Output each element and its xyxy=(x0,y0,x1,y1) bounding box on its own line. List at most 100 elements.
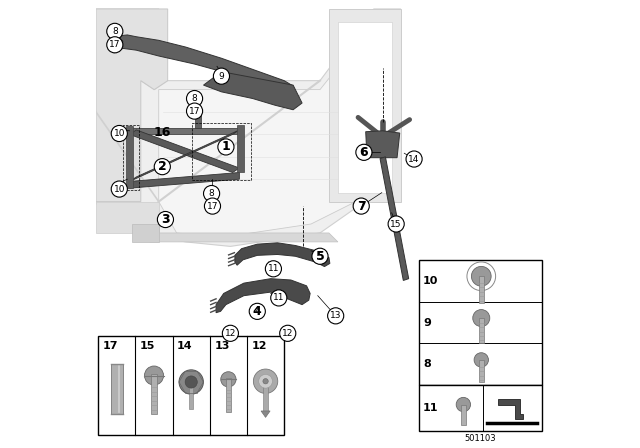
Text: 13: 13 xyxy=(330,311,341,320)
Circle shape xyxy=(179,370,204,394)
Text: 15: 15 xyxy=(390,220,402,228)
Circle shape xyxy=(456,397,470,412)
Text: 4: 4 xyxy=(253,305,262,318)
Bar xyxy=(151,374,157,414)
Polygon shape xyxy=(216,279,310,313)
Polygon shape xyxy=(129,130,239,181)
Circle shape xyxy=(271,290,287,306)
Text: 1: 1 xyxy=(221,140,230,153)
Circle shape xyxy=(249,303,266,319)
Circle shape xyxy=(111,125,127,142)
Text: 4: 4 xyxy=(255,307,260,316)
Bar xyxy=(419,385,541,431)
Polygon shape xyxy=(129,130,239,172)
Text: 10: 10 xyxy=(423,276,438,286)
Text: 10: 10 xyxy=(113,185,125,194)
Bar xyxy=(479,318,484,343)
Text: 14: 14 xyxy=(408,155,420,164)
Circle shape xyxy=(259,375,273,388)
Text: 12: 12 xyxy=(252,341,267,351)
Circle shape xyxy=(353,198,369,214)
Polygon shape xyxy=(127,126,132,188)
Polygon shape xyxy=(329,9,401,202)
Text: 12: 12 xyxy=(282,329,293,338)
Polygon shape xyxy=(338,22,392,193)
Circle shape xyxy=(222,325,239,341)
Polygon shape xyxy=(96,9,168,202)
Polygon shape xyxy=(159,22,387,237)
Bar xyxy=(479,276,484,303)
Bar xyxy=(263,380,268,411)
Circle shape xyxy=(221,372,236,387)
Polygon shape xyxy=(261,411,270,418)
Text: 17: 17 xyxy=(102,341,118,351)
Circle shape xyxy=(185,376,197,388)
Circle shape xyxy=(154,159,170,175)
Bar xyxy=(189,388,193,409)
Polygon shape xyxy=(235,243,330,267)
Circle shape xyxy=(107,23,123,39)
Bar xyxy=(419,260,541,385)
Circle shape xyxy=(263,379,268,384)
Text: 1: 1 xyxy=(223,142,228,151)
Text: 2: 2 xyxy=(158,160,166,173)
Circle shape xyxy=(218,139,234,155)
Circle shape xyxy=(145,366,164,385)
Polygon shape xyxy=(195,108,201,128)
Text: 12: 12 xyxy=(225,329,236,338)
Polygon shape xyxy=(114,35,293,90)
Text: 15: 15 xyxy=(140,341,156,351)
Text: 501103: 501103 xyxy=(465,434,496,443)
Polygon shape xyxy=(365,131,400,158)
Text: 2: 2 xyxy=(159,162,165,171)
Circle shape xyxy=(213,68,230,84)
Circle shape xyxy=(107,37,123,53)
Text: 11: 11 xyxy=(268,264,279,273)
Text: 6: 6 xyxy=(361,148,367,157)
Text: 9: 9 xyxy=(423,318,431,327)
Circle shape xyxy=(328,308,344,324)
Circle shape xyxy=(186,103,203,119)
Polygon shape xyxy=(498,399,523,419)
Circle shape xyxy=(204,185,220,202)
Polygon shape xyxy=(96,9,401,246)
Text: 11: 11 xyxy=(273,293,285,302)
Text: 7: 7 xyxy=(357,199,365,213)
Circle shape xyxy=(111,181,127,197)
Polygon shape xyxy=(204,72,302,110)
Bar xyxy=(98,336,284,435)
Circle shape xyxy=(388,216,404,232)
Text: 17: 17 xyxy=(109,40,120,49)
Polygon shape xyxy=(96,202,159,233)
Text: 17: 17 xyxy=(189,107,200,116)
Text: 8: 8 xyxy=(192,94,197,103)
Text: 9: 9 xyxy=(219,72,224,81)
Text: 8: 8 xyxy=(112,27,118,36)
Bar xyxy=(111,364,123,414)
Circle shape xyxy=(266,261,282,277)
Circle shape xyxy=(473,310,490,327)
Circle shape xyxy=(204,198,221,214)
Bar xyxy=(479,360,484,382)
Text: 5: 5 xyxy=(317,252,323,261)
Polygon shape xyxy=(237,125,244,172)
Circle shape xyxy=(356,144,372,160)
Text: 10: 10 xyxy=(113,129,125,138)
Text: 7: 7 xyxy=(358,202,364,211)
Circle shape xyxy=(474,353,488,367)
Text: 14: 14 xyxy=(177,341,193,351)
Circle shape xyxy=(253,369,278,393)
Polygon shape xyxy=(380,157,409,280)
Text: 16: 16 xyxy=(154,125,171,139)
Text: 5: 5 xyxy=(316,250,324,263)
Text: 3: 3 xyxy=(163,215,168,224)
Circle shape xyxy=(186,90,203,107)
Polygon shape xyxy=(132,224,159,242)
Bar xyxy=(226,378,231,412)
Text: 8: 8 xyxy=(209,189,214,198)
Text: 17: 17 xyxy=(207,202,218,211)
Text: 8: 8 xyxy=(423,359,431,369)
Text: 3: 3 xyxy=(161,213,170,226)
Bar xyxy=(461,405,466,425)
Circle shape xyxy=(472,267,491,286)
